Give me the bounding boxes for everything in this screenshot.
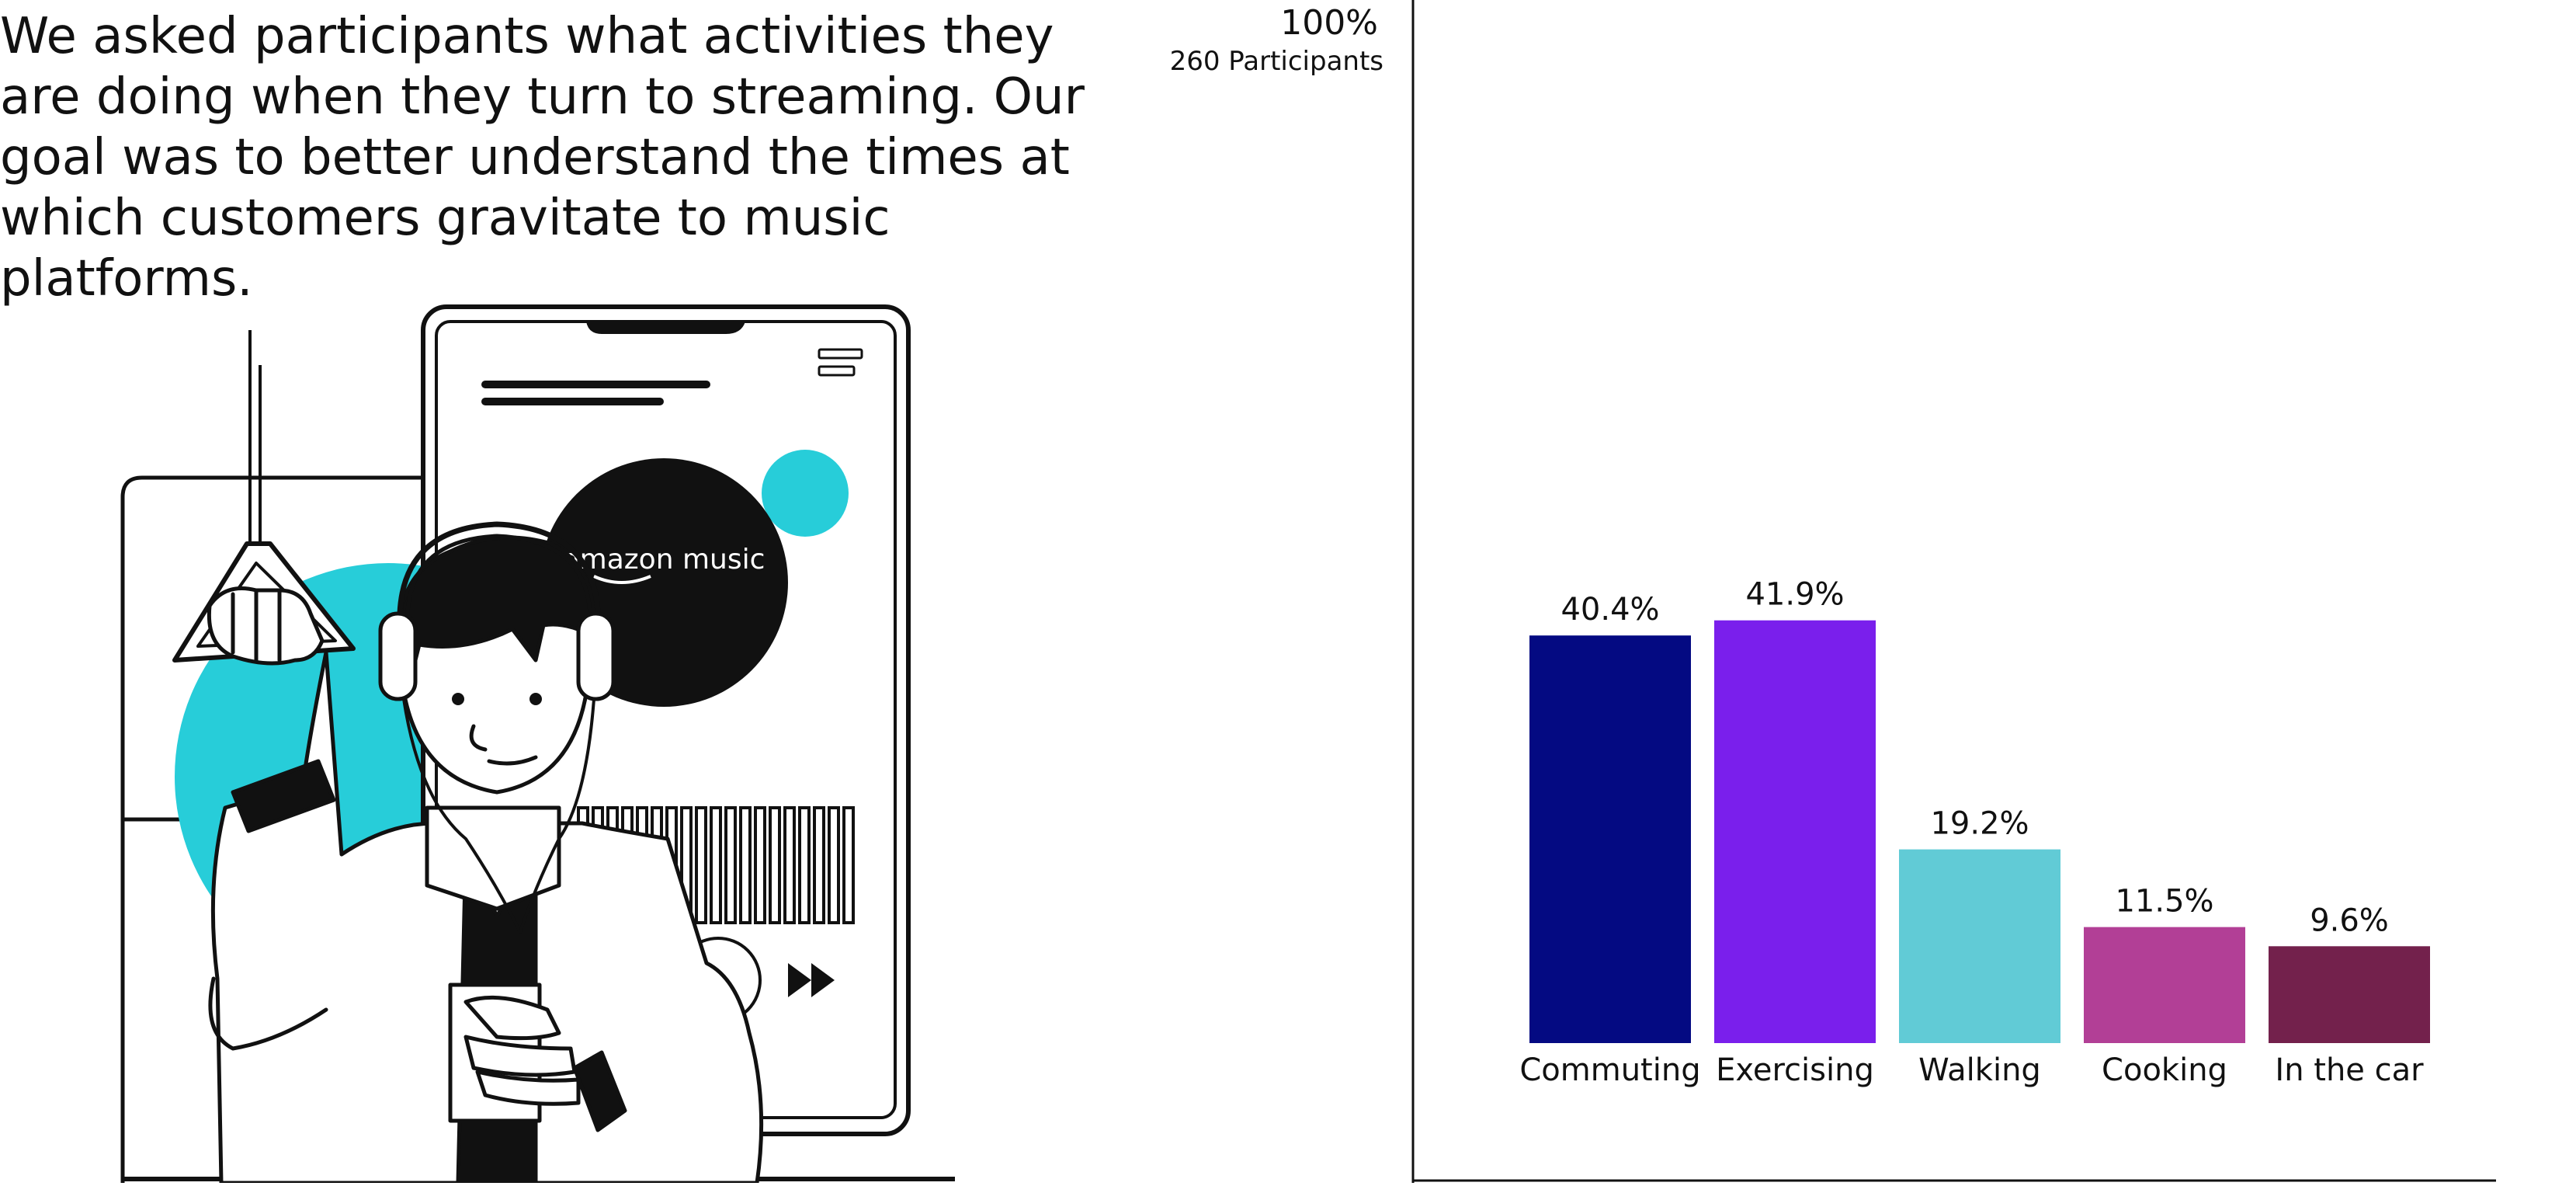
bar-value-label: 19.2% <box>1930 806 2029 842</box>
category-label: Commuting <box>1519 1052 1700 1088</box>
category-label: Exercising <box>1716 1052 1874 1088</box>
intro-text: We asked participants what activities th… <box>0 8 1085 308</box>
bar-value-label: 41.9% <box>1745 577 1844 613</box>
bar-cooking <box>2084 927 2245 1043</box>
bar-value-label: 9.6% <box>2310 903 2389 938</box>
fast-forward-icon <box>788 963 835 997</box>
listener-illustration: amazon music <box>0 295 994 1185</box>
category-label: Walking <box>1918 1052 2041 1088</box>
bar-commuting <box>1529 635 1691 1043</box>
bar-walking <box>1899 849 2060 1043</box>
participants-label: 260 Participants <box>1170 46 1383 77</box>
category-label: Cooking <box>2102 1052 2227 1088</box>
person-with-headphones-icon <box>207 521 764 1185</box>
bar-value-label: 11.5% <box>2115 884 2213 920</box>
bars-layer: 40.4% Commuting 41.9% Exercising 19.2% Walkin… <box>1519 577 2430 1088</box>
category-label: In the car <box>2275 1052 2424 1088</box>
bar-in-the-car <box>2269 946 2430 1043</box>
activities-bar-chart: 100% 260 Participants 40.4% Commuting 41.9… <box>1141 0 2576 1183</box>
top-value-label: 100% <box>1280 3 1378 43</box>
amazon-music-logo: amazon music <box>563 544 766 576</box>
bar-exercising <box>1714 620 1876 1043</box>
bar-value-label: 40.4% <box>1561 592 1659 628</box>
